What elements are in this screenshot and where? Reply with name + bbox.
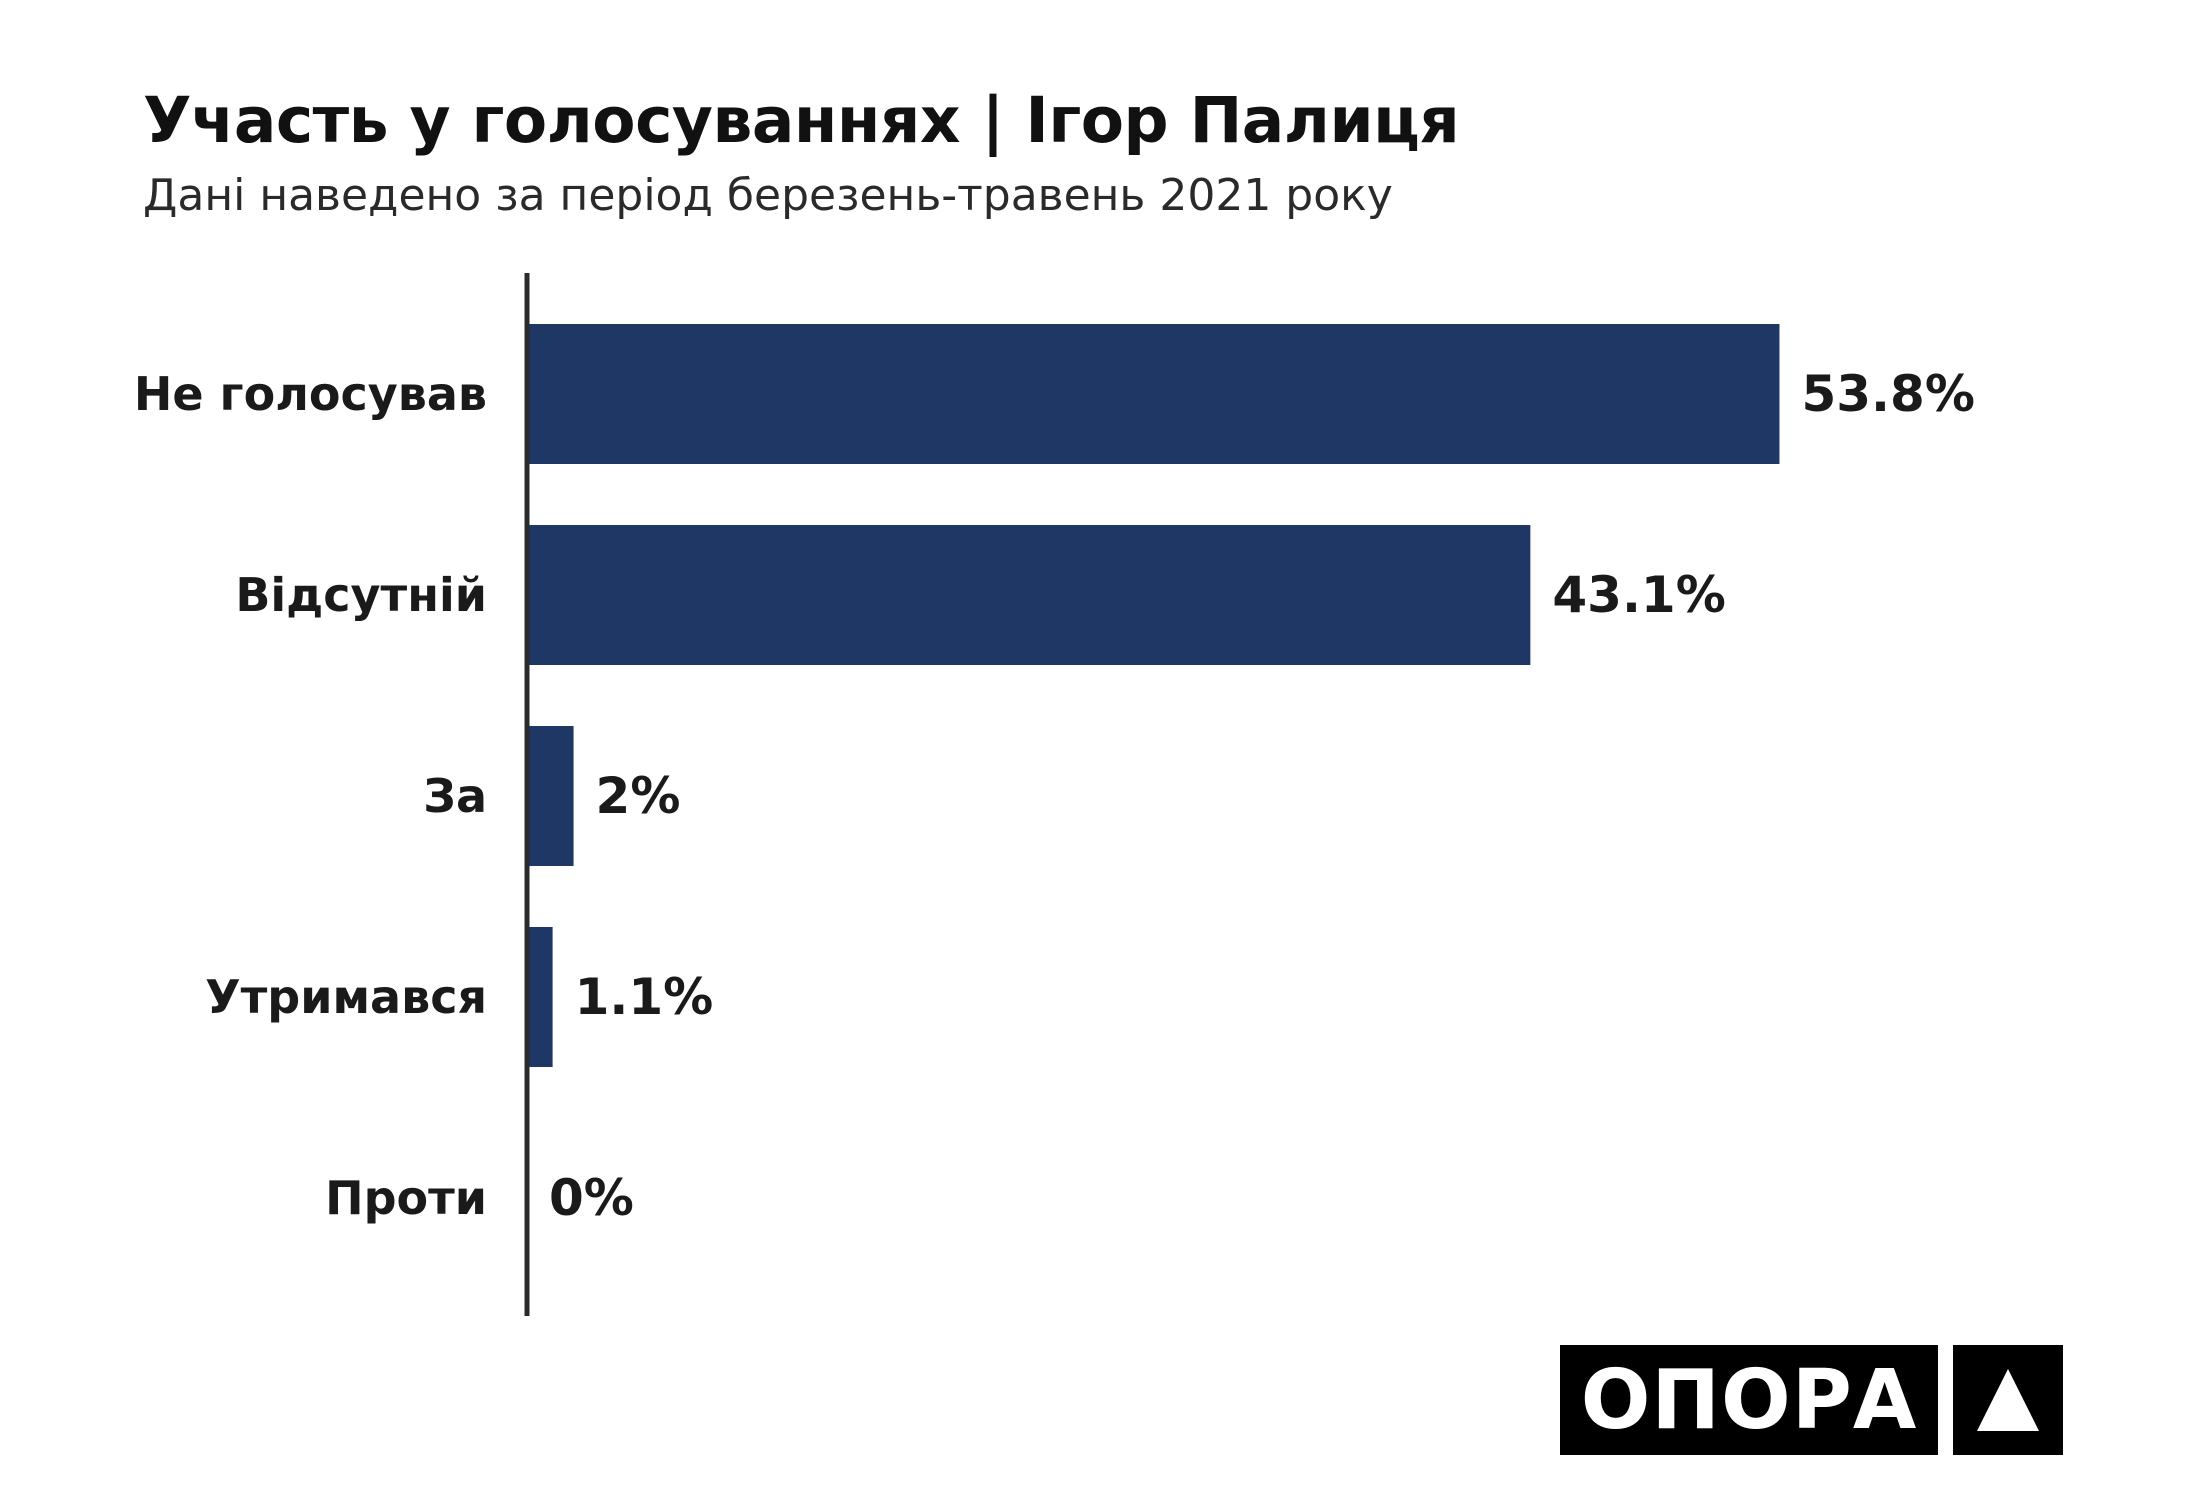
value-label-2: 43.1% [1552, 566, 1725, 624]
chart-subtitle: Дані наведено за період березень-травень… [143, 170, 1393, 221]
bar-3 [527, 726, 574, 866]
bar-2 [527, 525, 1531, 665]
bar-4 [527, 927, 553, 1067]
category-label-4: Утримався [205, 970, 487, 1024]
value-label-1: 53.8% [1801, 365, 1974, 423]
triangle-icon-shape [1977, 1369, 2039, 1431]
value-label-3: 2% [596, 767, 681, 825]
opora-logo-wordmark: ОПОРА [1560, 1345, 1938, 1455]
triangle-icon [1953, 1345, 2063, 1455]
category-label-2: Відсутній [235, 568, 487, 622]
category-label-3: За [423, 769, 487, 823]
value-label-4: 1.1% [575, 968, 714, 1026]
chart-title: Участь у голосуваннях | Ігор Палиця [143, 84, 1460, 157]
category-label-1: Не голосував [134, 367, 487, 421]
bar-1 [527, 324, 1780, 464]
category-label-5: Проти [325, 1171, 487, 1225]
value-label-5: 0% [549, 1169, 634, 1227]
